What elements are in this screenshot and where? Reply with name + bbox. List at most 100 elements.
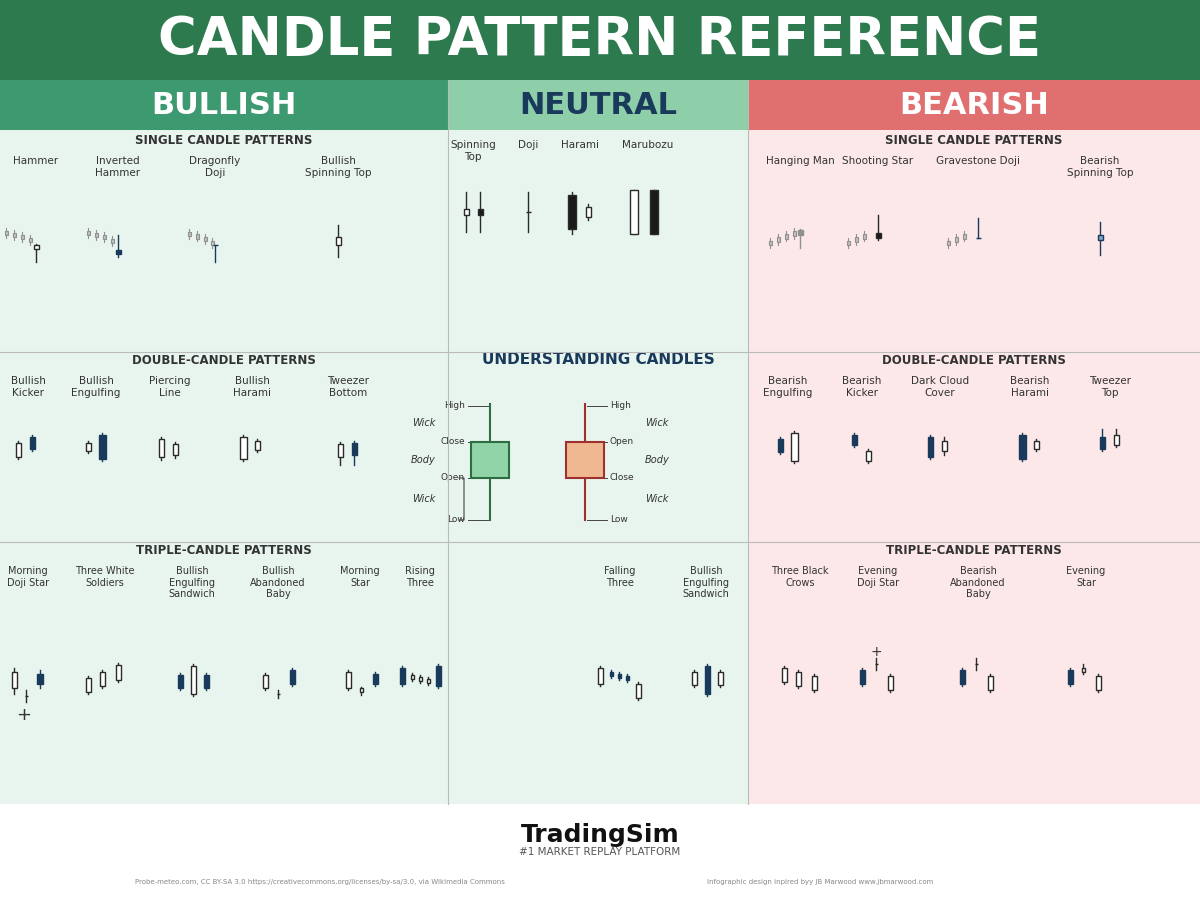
Bar	[86, 231, 90, 235]
Text: Tweezer
Bottom: Tweezer Bottom	[326, 376, 370, 398]
Bar	[928, 437, 932, 457]
Bar	[263, 675, 268, 688]
Bar	[5, 231, 7, 235]
Text: Bearish
Spinning Top: Bearish Spinning Top	[1067, 156, 1133, 177]
Bar	[187, 232, 191, 236]
Bar	[691, 672, 696, 685]
Text: Harami: Harami	[562, 140, 599, 150]
Text: Wick: Wick	[412, 418, 436, 428]
Bar	[954, 237, 958, 242]
Bar	[1033, 441, 1038, 449]
Bar	[859, 670, 864, 684]
Bar	[586, 207, 590, 217]
Bar	[191, 666, 196, 694]
Text: Bullish
Spinning Top: Bullish Spinning Top	[305, 156, 371, 177]
Text: +: +	[870, 645, 882, 659]
Bar	[289, 670, 294, 684]
Bar	[863, 234, 865, 239]
Text: Morning
Doji Star: Morning Doji Star	[7, 566, 49, 588]
Bar	[811, 676, 816, 690]
Text: Three White
Soldiers: Three White Soldiers	[76, 566, 134, 588]
Bar	[210, 241, 214, 245]
Text: Low: Low	[610, 516, 628, 525]
Bar	[0, 130, 448, 804]
Bar	[846, 241, 850, 245]
Text: UNDERSTANDING CANDLES: UNDERSTANDING CANDLES	[481, 353, 714, 367]
Bar	[98, 435, 106, 459]
Text: Dragonfly
Doji: Dragonfly Doji	[190, 156, 241, 177]
Bar	[1019, 435, 1026, 459]
Bar	[1114, 435, 1118, 445]
Text: Open: Open	[440, 473, 466, 482]
Text: Bearish
Engulfing: Bearish Engulfing	[763, 376, 812, 398]
Text: Rising
Three: Rising Three	[406, 566, 434, 588]
Bar	[781, 668, 786, 682]
Bar	[1096, 676, 1100, 690]
Bar	[1099, 437, 1104, 449]
Bar	[352, 443, 356, 455]
Bar	[410, 675, 414, 679]
Text: Close: Close	[440, 437, 466, 446]
Bar	[0, 804, 1200, 900]
Text: Doji: Doji	[518, 140, 538, 150]
Text: Shooting Star: Shooting Star	[842, 156, 913, 166]
Bar	[463, 209, 468, 215]
Text: TradingSim: TradingSim	[521, 823, 679, 847]
Text: Bearish
Abandoned
Baby: Bearish Abandoned Baby	[950, 566, 1006, 599]
Bar	[568, 195, 576, 229]
Bar	[85, 678, 90, 692]
Bar	[95, 233, 97, 237]
Bar	[204, 675, 209, 688]
Text: Falling
Three: Falling Three	[605, 566, 636, 588]
Text: Tweezer
Top: Tweezer Top	[1090, 376, 1132, 398]
Bar	[16, 443, 20, 457]
Bar	[30, 437, 35, 449]
Bar	[178, 675, 182, 688]
Bar	[852, 435, 857, 445]
Bar	[372, 674, 378, 684]
Text: #1 MARKET REPLAY PLATFORM: #1 MARKET REPLAY PLATFORM	[520, 847, 680, 857]
Bar	[0, 0, 1200, 80]
Bar	[1098, 235, 1103, 240]
Bar	[960, 670, 965, 684]
Bar	[625, 676, 629, 680]
Text: Inverted
Hammer: Inverted Hammer	[96, 156, 140, 177]
Bar	[962, 234, 966, 239]
Text: Probe-meteo.com, CC BY-SA 3.0 https://creativecommons.org/licenses/by-sa/3.0, vi: Probe-meteo.com, CC BY-SA 3.0 https://cr…	[136, 879, 505, 885]
Bar	[204, 237, 206, 241]
Text: Low: Low	[448, 516, 466, 525]
Text: Wick: Wick	[646, 494, 668, 504]
Bar	[37, 674, 43, 684]
Text: Bullish
Engulfing
Sandwich: Bullish Engulfing Sandwich	[168, 566, 216, 599]
Bar	[650, 190, 658, 234]
Bar	[796, 672, 800, 686]
Text: NEUTRAL: NEUTRAL	[520, 91, 677, 120]
Text: Infographic design inpired byy JB Marwood www.jbmarwood.com: Infographic design inpired byy JB Marwoo…	[707, 879, 934, 885]
Bar	[29, 238, 31, 242]
Bar	[704, 666, 709, 694]
Bar	[12, 233, 16, 237]
Bar	[630, 190, 638, 234]
Bar	[196, 234, 198, 239]
Bar	[854, 237, 858, 242]
Text: BEARISH: BEARISH	[899, 91, 1049, 120]
Bar	[426, 679, 430, 683]
Bar	[85, 443, 90, 451]
Bar	[610, 672, 612, 676]
Text: Marubozu: Marubozu	[623, 140, 673, 150]
Bar	[865, 451, 870, 461]
Bar	[798, 230, 803, 235]
Text: Hammer: Hammer	[13, 156, 59, 166]
Bar	[636, 684, 641, 698]
Text: Evening
Star: Evening Star	[1067, 566, 1105, 588]
Text: TRIPLE-CANDLE PATTERNS: TRIPLE-CANDLE PATTERNS	[136, 544, 312, 556]
Bar	[400, 668, 404, 684]
Text: Bullish
Kicker: Bullish Kicker	[11, 376, 46, 398]
Text: Bullish
Harami: Bullish Harami	[233, 376, 271, 398]
Text: +: +	[17, 706, 31, 724]
Bar	[598, 668, 602, 684]
Text: Body: Body	[410, 455, 436, 465]
Bar	[158, 439, 163, 457]
Text: Wick: Wick	[412, 494, 436, 504]
Bar	[240, 437, 246, 459]
